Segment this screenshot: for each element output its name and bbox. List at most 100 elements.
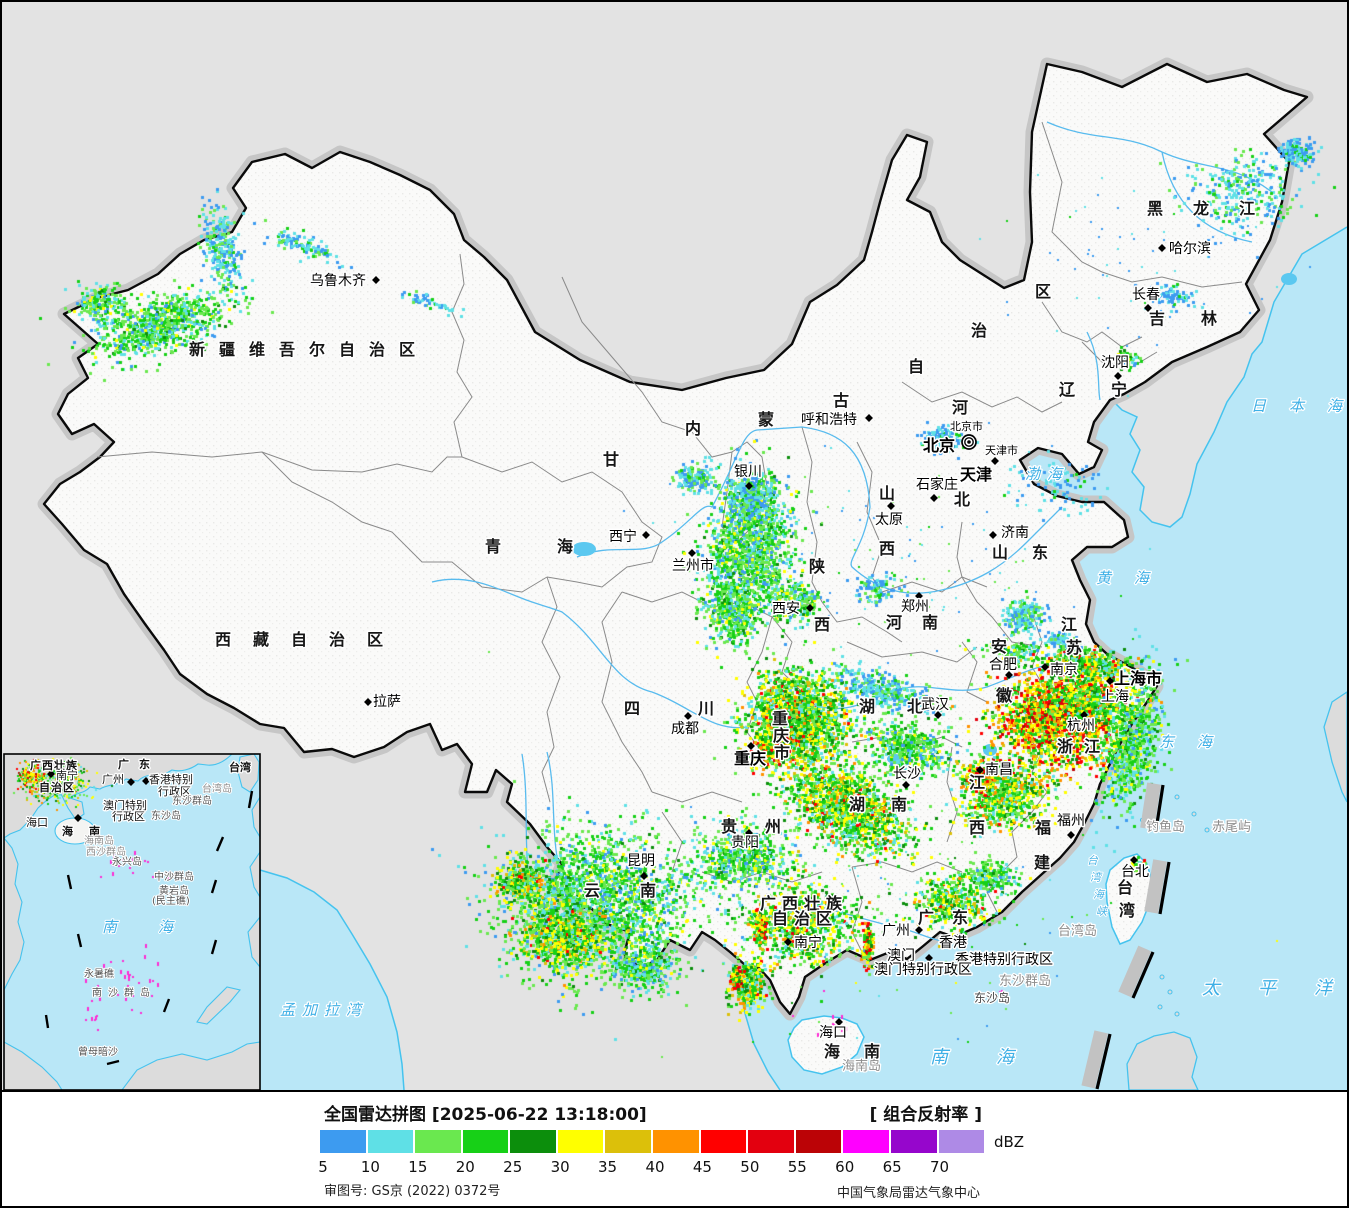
legend-swatch bbox=[653, 1130, 699, 1153]
city-marker bbox=[364, 698, 372, 706]
map-label: 曾母暗沙 bbox=[78, 1045, 118, 1058]
map-label: 南宁 bbox=[794, 934, 822, 951]
map-label: 长春 bbox=[1132, 287, 1160, 303]
legend-swatch bbox=[938, 1130, 985, 1153]
map-label: 庆 bbox=[772, 726, 789, 745]
inset-dash-segment bbox=[210, 879, 218, 894]
map-label: 内 bbox=[685, 419, 701, 438]
map-label: 济南 bbox=[1001, 525, 1029, 541]
map-label: 杭州 bbox=[1067, 718, 1095, 734]
map-label: 苏 bbox=[1066, 638, 1082, 657]
map-label: 昆明 bbox=[627, 853, 655, 869]
map-label: 香港特别 bbox=[149, 772, 193, 786]
inset-dash-segment bbox=[247, 790, 254, 809]
legend-swatch bbox=[415, 1130, 461, 1153]
map-label: 东沙岛 bbox=[151, 809, 181, 822]
city-marker bbox=[865, 414, 873, 422]
legend-product-name: [ 组合反射率 ] bbox=[869, 1105, 982, 1125]
legend-value: 55 bbox=[787, 1158, 807, 1176]
map-label: 海 bbox=[158, 918, 175, 936]
city-marker bbox=[1106, 677, 1114, 685]
map-label: 广西壮族 bbox=[760, 894, 848, 913]
map-label: 古 bbox=[833, 391, 849, 410]
map-label: 四川 bbox=[624, 699, 772, 718]
map-label: 西 bbox=[814, 615, 830, 634]
map-label: 浙江 bbox=[1057, 737, 1111, 756]
map-label: 海南 bbox=[62, 824, 116, 838]
legend-swatch bbox=[700, 1130, 747, 1153]
city-marker bbox=[930, 494, 938, 502]
inset-dash-segment bbox=[162, 998, 171, 1013]
dash-shadow bbox=[1118, 945, 1152, 998]
map-label: 安 bbox=[991, 637, 1007, 656]
map-label: 海南岛 bbox=[84, 834, 114, 847]
map-label: 海口 bbox=[26, 815, 48, 829]
map-label: 黄海 bbox=[1096, 569, 1172, 587]
capital-beijing-icon bbox=[961, 434, 977, 450]
dash-segment bbox=[1154, 784, 1165, 831]
legend-value: 45 bbox=[692, 1158, 712, 1176]
map-label: 天津 bbox=[960, 465, 992, 484]
legend-value: 70 bbox=[930, 1158, 950, 1176]
legend-value: 65 bbox=[882, 1158, 902, 1176]
legend-value: 10 bbox=[360, 1158, 380, 1176]
map-label: 福州 bbox=[1057, 813, 1085, 829]
map-label: 上海 bbox=[1101, 689, 1129, 705]
map-label: 银川 bbox=[734, 464, 762, 480]
city-marker bbox=[74, 814, 82, 822]
map-label: 重 bbox=[772, 709, 788, 728]
map-label: 徽 bbox=[995, 686, 1013, 705]
map-label: 台 bbox=[1087, 854, 1099, 867]
map-label: 香港特别行政区 bbox=[955, 952, 1053, 968]
map-label: 澳门 bbox=[887, 948, 915, 964]
city-marker bbox=[1080, 711, 1088, 719]
map-label: 西 bbox=[879, 539, 895, 558]
map-label: 黑龙江 bbox=[1147, 199, 1285, 218]
map-label: 重庆 bbox=[734, 749, 766, 768]
map-label: 市 bbox=[774, 743, 790, 762]
map-label: 渤海 bbox=[1025, 465, 1069, 483]
map-label: 兰州市 bbox=[672, 557, 714, 574]
map-label: 吉林 bbox=[1149, 309, 1253, 328]
city-marker bbox=[372, 276, 380, 284]
legend-value: 30 bbox=[550, 1158, 570, 1176]
map-label: 台湾 bbox=[229, 760, 251, 774]
map-label: 自治区 bbox=[39, 780, 75, 794]
legend-swatch bbox=[843, 1130, 889, 1153]
map-label: 沈阳 bbox=[1101, 355, 1129, 371]
capital-icon-dot bbox=[967, 440, 971, 444]
inset-dash-segment bbox=[210, 939, 218, 955]
map-label: 云南 bbox=[584, 881, 696, 900]
map-label: 台 bbox=[1117, 878, 1133, 897]
map-label: 峡 bbox=[1096, 905, 1109, 918]
map-label: 区 bbox=[1035, 282, 1051, 301]
map-label: 太原 bbox=[875, 512, 903, 528]
map-label: 南海 bbox=[930, 1047, 1062, 1068]
map-label: 东沙岛 bbox=[974, 990, 1010, 1005]
map-label: 海口 bbox=[819, 1025, 847, 1041]
map-label: 合肥 bbox=[989, 657, 1017, 673]
radar-echo-layer bbox=[2, 2, 1347, 1090]
map-label: 西藏自治区 bbox=[215, 630, 405, 649]
legend-swatch bbox=[367, 1130, 414, 1153]
dash-segment bbox=[1095, 1033, 1112, 1090]
map-label: 赤尾屿 bbox=[1212, 820, 1251, 835]
map-label: 西 bbox=[969, 818, 985, 837]
inset-dash-segment bbox=[215, 836, 225, 852]
inset-frame bbox=[3, 753, 261, 1090]
city-marker bbox=[784, 938, 792, 946]
map-label: 河 bbox=[952, 398, 968, 417]
inset-dash-segment bbox=[76, 933, 83, 948]
map-label: 东沙群岛 bbox=[999, 973, 1051, 989]
map-label: 天津市 bbox=[985, 443, 1018, 457]
city-marker bbox=[925, 954, 933, 962]
map-label: 河南 bbox=[886, 613, 958, 632]
map-label: 澳门特别 bbox=[103, 798, 147, 812]
city-marker bbox=[902, 781, 910, 789]
map-label: 行政区 bbox=[112, 809, 145, 823]
nine-dash-line bbox=[44, 782, 1171, 1090]
map-label: 永暑礁 bbox=[84, 967, 114, 980]
